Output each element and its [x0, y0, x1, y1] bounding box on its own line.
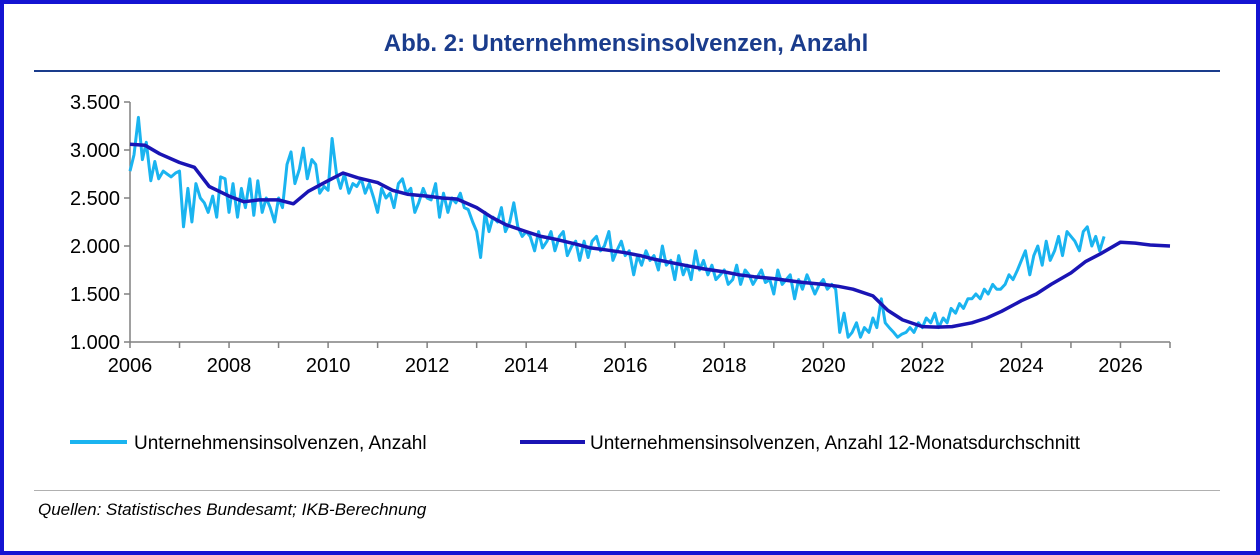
y-axis: 3.500 3.000 2.500 2.000 1.500 1.000 — [70, 92, 131, 354]
source-divider — [34, 490, 1220, 491]
chart-title: Abb. 2: Unternehmensinsolvenzen, Anzahl — [383, 30, 869, 57]
y-tick-label: 2.500 — [70, 188, 120, 210]
series-group — [128, 115, 1171, 339]
x-tick-label: 2012 — [405, 355, 450, 377]
x-tick-label: 2008 — [207, 355, 252, 377]
legend-label-monthly: Unternehmensinsolvenzen, Anzahl — [134, 433, 427, 454]
x-tick-label: 2006 — [108, 355, 153, 377]
legend: Unternehmensinsolvenzen, Anzahl Unterneh… — [70, 433, 1081, 454]
y-tick-label: 3.500 — [70, 92, 120, 114]
x-tick-label: 2022 — [900, 355, 945, 377]
x-tick-label: 2024 — [999, 355, 1044, 377]
x-tick-label: 2016 — [603, 355, 648, 377]
title-divider — [34, 70, 1220, 72]
y-tick-label: 3.000 — [70, 140, 120, 162]
y-tick-label: 1.500 — [70, 284, 120, 306]
x-tick-label: 2014 — [504, 355, 549, 377]
y-tick-label: 2.000 — [70, 236, 120, 258]
series-line-monthly — [128, 115, 1106, 339]
legend-label-average: Unternehmensinsolvenzen, Anzahl 12-Monat… — [590, 433, 1081, 454]
series-line-average — [129, 142, 1171, 329]
x-tick-label: 2026 — [1098, 355, 1143, 377]
x-tick-label: 2010 — [306, 355, 351, 377]
y-tick-label: 1.000 — [70, 332, 120, 354]
x-tick-label: 2020 — [801, 355, 846, 377]
x-tick-label: 2018 — [702, 355, 747, 377]
x-axis: 2006 2008 2010 2012 2014 2016 2018 2020 2022 2024… — [108, 341, 1171, 377]
source-note: Quellen: Statistisches Bundesamt; IKB-Be… — [38, 500, 427, 519]
